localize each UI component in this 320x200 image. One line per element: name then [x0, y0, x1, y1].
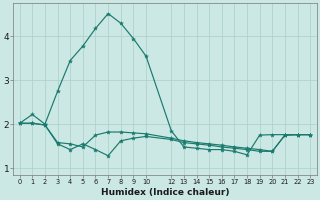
X-axis label: Humidex (Indice chaleur): Humidex (Indice chaleur)	[101, 188, 229, 197]
